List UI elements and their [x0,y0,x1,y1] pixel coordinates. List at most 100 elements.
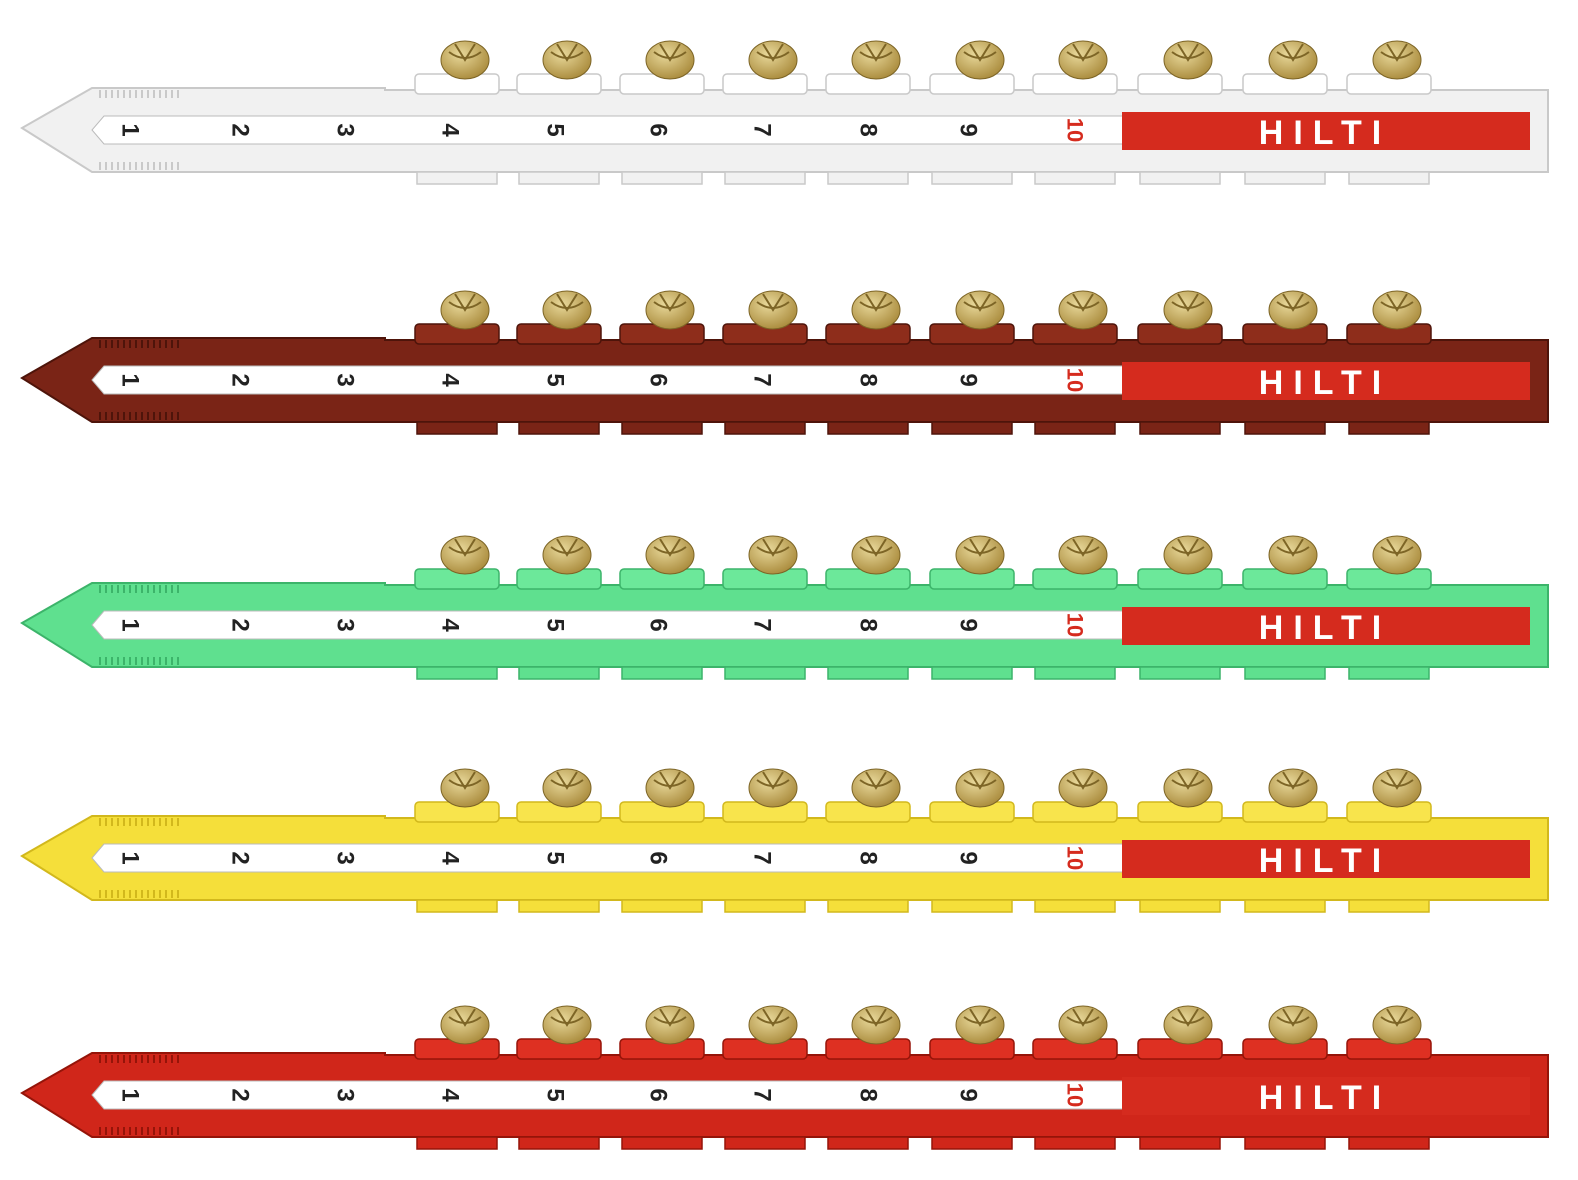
position-number: 10 [1063,118,1088,142]
strip-rib [416,421,498,435]
strip-rib [621,899,703,913]
position-number: 10 [1063,368,1088,392]
cartridge-cap [722,40,808,95]
cartridge-cap [1242,768,1328,823]
strip-rib [1244,1136,1326,1150]
position-number: 8 [855,851,882,864]
cartridge-strip-brown: HILTI 1 2 3 4 5 6 7 8 9 10 [0,280,1578,460]
strip-rib [1139,421,1221,435]
position-number: 3 [332,618,359,631]
strip-rib [1139,666,1221,680]
position-number: 7 [749,1088,776,1101]
position-number: 4 [437,618,464,632]
position-number: 3 [332,373,359,386]
cartridge-cap [1242,535,1328,590]
cartridge-cap [619,768,705,823]
cartridge-cap [1032,290,1118,345]
strip-rib [1139,1136,1221,1150]
strip-rib [621,171,703,185]
strip-rib [1034,666,1116,680]
position-number: 2 [227,1088,254,1101]
cartridge-cap [1137,768,1223,823]
position-number: 5 [542,1088,569,1101]
position-number: 5 [542,123,569,136]
strip-rib [416,1136,498,1150]
strip-rib [1034,421,1116,435]
position-number: 1 [117,373,144,386]
position-number: 3 [332,1088,359,1101]
position-number: 2 [227,618,254,631]
cartridge-cap [825,768,911,823]
position-number: 4 [437,123,464,137]
cartridge-cap [414,535,500,590]
cartridge-cap [929,535,1015,590]
cartridge-cap [825,535,911,590]
strip-rib [827,666,909,680]
cartridge-cap [516,535,602,590]
cartridge-cap [1242,1005,1328,1060]
position-number: 2 [227,373,254,386]
position-number: 10 [1063,846,1088,870]
cartridge-cap [414,290,500,345]
strip-rib [931,1136,1013,1150]
strip-rib [827,899,909,913]
position-number: 1 [117,123,144,136]
position-number: 8 [855,618,882,631]
cartridge-cap [414,1005,500,1060]
cartridge-cap [1137,535,1223,590]
strip-rib [416,666,498,680]
position-number: 5 [542,851,569,864]
strip-rib [1244,171,1326,185]
strip-rib [1244,899,1326,913]
brand-panel [1122,362,1530,400]
strip-rib [1244,421,1326,435]
position-number: 6 [645,851,672,864]
position-number: 9 [955,618,982,631]
cartridge-cap [825,40,911,95]
strip-rib [621,421,703,435]
cartridge-cap [414,40,500,95]
strip-rib [518,1136,600,1150]
strip-drawing: HILTI 1 2 3 4 5 6 7 8 9 10 [20,768,1549,913]
strip-rib [1139,899,1221,913]
position-number: 5 [542,618,569,631]
strip-rib [416,171,498,185]
strip-rib [724,1136,806,1150]
strip-rib [931,421,1013,435]
position-number: 3 [332,851,359,864]
strip-rib [1034,171,1116,185]
position-number: 1 [117,618,144,631]
position-number: 7 [749,123,776,136]
cartridge-cap [619,40,705,95]
cartridge-cap [722,768,808,823]
strip-rib [518,171,600,185]
brand-panel [1122,840,1530,878]
brand-logo-text: HILTI [1259,1079,1391,1117]
cartridge-cap [414,768,500,823]
position-number: 2 [227,851,254,864]
cartridge-strip-white: HILTI 1 2 3 4 5 6 7 8 9 10 [0,30,1578,210]
cartridge-cap [1346,290,1432,345]
strip-rib [827,421,909,435]
brand-panel [1122,1077,1530,1115]
position-number: 7 [749,373,776,386]
cartridge-cap [516,1005,602,1060]
strip-rib [724,899,806,913]
position-number: 4 [437,1088,464,1102]
strip-rib [724,421,806,435]
strip-rib [621,666,703,680]
position-number: 7 [749,618,776,631]
strip-rib [1034,899,1116,913]
cartridge-cap [516,40,602,95]
cartridge-cap [722,535,808,590]
strip-rib [724,171,806,185]
strip-rib [724,666,806,680]
cartridge-cap [1346,40,1432,95]
position-number: 6 [645,373,672,386]
cartridge-cap [1032,40,1118,95]
brand-logo-text: HILTI [1259,114,1391,152]
cartridge-cap [929,40,1015,95]
strip-drawing: HILTI 1 2 3 4 5 6 7 8 9 10 [20,1005,1549,1150]
brand-panel [1122,607,1530,645]
